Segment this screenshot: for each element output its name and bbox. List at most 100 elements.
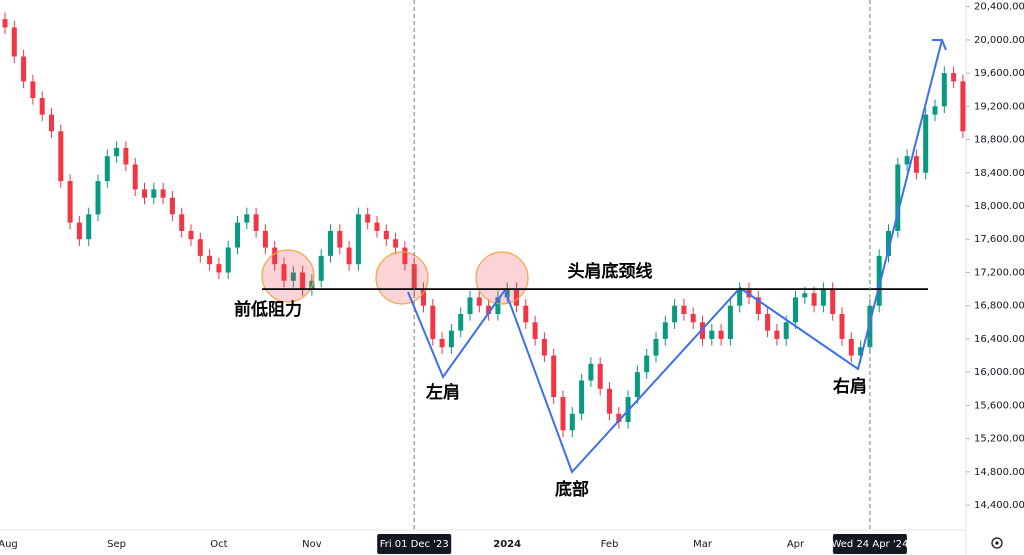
- candle-body: [76, 222, 82, 240]
- candle-body: [160, 189, 166, 198]
- candle-body: [337, 230, 343, 248]
- candle-body: [439, 338, 445, 348]
- candle-body: [523, 305, 529, 323]
- candle-body: [541, 338, 547, 356]
- candle-body: [681, 305, 687, 315]
- annotation: 头肩底颈线: [568, 261, 653, 282]
- candle-body: [662, 322, 668, 339]
- candle-body: [142, 189, 147, 198]
- y-tick-label: 14,400.00: [974, 500, 1024, 511]
- settings-icon[interactable]: [991, 537, 1003, 549]
- annotation: 右肩: [833, 376, 867, 397]
- x-tick-label: Aug: [0, 539, 18, 550]
- y-tick-label: 16,800.00: [974, 301, 1024, 312]
- annotation: 前低阻力: [234, 299, 302, 320]
- candle-body: [49, 114, 54, 132]
- x-tick-label: Feb: [601, 539, 619, 550]
- candle-body: [132, 164, 138, 190]
- candle-body: [21, 56, 27, 82]
- candle-body: [709, 330, 715, 339]
- candle-body: [95, 181, 101, 215]
- y-tick-label: 17,200.00: [974, 267, 1024, 278]
- candle-body: [458, 314, 464, 331]
- candle-body: [514, 289, 519, 306]
- candle-body: [700, 322, 705, 339]
- candle-body: [904, 156, 910, 165]
- candle-body: [727, 305, 733, 339]
- candle-body: [67, 181, 73, 223]
- candle-body: [262, 230, 268, 248]
- candle-body: [114, 147, 120, 157]
- candle-body: [802, 293, 808, 298]
- candle-body: [188, 230, 194, 240]
- candle-body: [272, 247, 278, 265]
- candle-body: [941, 73, 947, 107]
- candle-body: [951, 73, 957, 82]
- annotation: 底部: [555, 479, 589, 500]
- candle-body: [848, 338, 854, 356]
- y-tick-label: 18,400.00: [974, 168, 1024, 179]
- x-tick-label: 2024: [493, 539, 521, 550]
- candle-body: [467, 297, 473, 315]
- candle-body: [886, 230, 891, 256]
- candle-body: [486, 305, 492, 315]
- candle-body: [402, 247, 408, 265]
- candle-body: [718, 330, 724, 339]
- candle-body: [811, 293, 817, 306]
- candle-body: [300, 272, 306, 290]
- circle: [375, 251, 429, 305]
- candle-body: [690, 314, 696, 323]
- gear[interactable]: [991, 537, 1003, 549]
- candle-body: [495, 297, 501, 315]
- candle-body: [355, 214, 361, 265]
- candle-body: [281, 264, 287, 281]
- candle-body: [783, 322, 789, 339]
- candle-body: [672, 305, 678, 323]
- candle-body: [225, 247, 231, 273]
- y-tick-label: 19,600.00: [974, 68, 1024, 79]
- candle-body: [421, 289, 426, 306]
- candle-body: [30, 81, 36, 99]
- candle-body: [644, 355, 650, 373]
- candle-body: [737, 289, 743, 306]
- candle-body: [960, 81, 966, 132]
- candle-body: [755, 297, 761, 315]
- candle-body: [932, 106, 938, 115]
- x-tick-label: Nov: [302, 539, 322, 550]
- candle-body: [793, 297, 798, 323]
- x-tick-label: Mar: [693, 539, 713, 550]
- candle-body: [579, 380, 585, 414]
- candle-body: [839, 314, 845, 339]
- gear-center[interactable]: [995, 541, 999, 545]
- candle-body: [551, 355, 557, 398]
- pattern-line: [407, 39, 943, 474]
- y-tick-label: 14,800.00: [974, 467, 1024, 478]
- arrow-head: [932, 39, 947, 51]
- candle-body: [58, 131, 64, 182]
- candle-body: [430, 305, 436, 339]
- candle-body: [365, 214, 371, 223]
- candle-body: [104, 156, 110, 182]
- candle-body: [86, 214, 92, 240]
- candle-body: [532, 322, 538, 339]
- candle-body: [923, 114, 929, 173]
- candle-body: [253, 214, 259, 231]
- x-tick-label: Apr: [787, 539, 805, 550]
- candle-body: [318, 255, 324, 281]
- highlight-circles: [261, 249, 529, 305]
- circle: [261, 249, 315, 303]
- x-tick-label: Sep: [107, 539, 126, 550]
- candle-body: [913, 156, 919, 173]
- candle-body: [476, 297, 482, 306]
- y-tick-label: 15,600.00: [974, 400, 1024, 411]
- candle-body: [374, 222, 380, 231]
- candle-body: [179, 214, 185, 231]
- y-tick-label: 17,600.00: [974, 234, 1024, 245]
- y-tick-label: 18,000.00: [974, 201, 1024, 212]
- candle-body: [830, 289, 836, 315]
- candle-body: [616, 413, 622, 423]
- candle-body: [876, 255, 882, 306]
